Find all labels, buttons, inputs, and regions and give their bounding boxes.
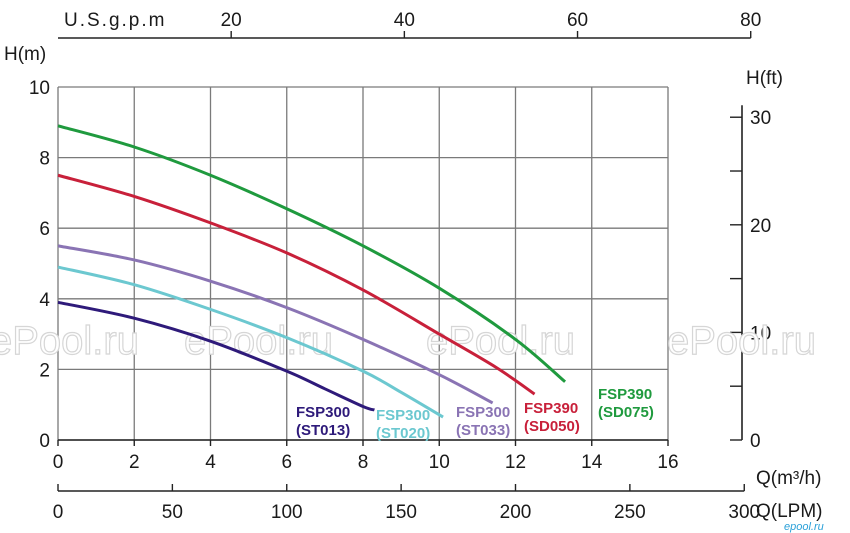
series-label-line: FSP300 [296, 404, 350, 421]
x-tick-label: 0 [53, 452, 64, 473]
gpm-tick-label: 80 [740, 10, 761, 31]
watermark-text: ePool.ru [0, 319, 139, 363]
lpm-tick-label: 100 [271, 502, 303, 523]
x-axis-label: Q(m³/h) [756, 468, 821, 489]
watermark-text: ePool.ru [667, 319, 816, 363]
ft-tick-label: 0 [750, 431, 761, 452]
series-label-line: FSP390 [524, 400, 578, 417]
y-axis-label: H(m) [4, 44, 46, 65]
series-label-line: (ST020) [376, 425, 430, 442]
ft-tick-label: 30 [750, 108, 771, 129]
lpm-tick-label: 250 [614, 502, 646, 523]
ft-tick-label: 20 [750, 216, 771, 237]
series-label-5: FSP390 (SD075) [598, 386, 654, 421]
series-label-1: FSP300 (ST013) [296, 404, 350, 439]
series-line-3 [57, 244, 494, 405]
x-tick-label: 12 [505, 452, 526, 473]
series-label-3: FSP300 (ST033) [456, 404, 510, 439]
x-tick-label: 10 [429, 452, 450, 473]
series-lines [57, 124, 567, 419]
series-line-1 [57, 300, 375, 412]
x-tick-label: 8 [358, 452, 369, 473]
y-tick-label: 4 [39, 290, 50, 311]
x-tick-label: 2 [129, 452, 140, 473]
series-label-line: FSP390 [598, 386, 652, 403]
series-line-5 [57, 124, 567, 383]
series-label-line: (SD075) [598, 404, 654, 421]
lpm-tick-label: 50 [162, 502, 183, 523]
lpm-tick-label: 300 [728, 502, 760, 523]
ft-tick-label: 10 [750, 323, 771, 344]
series-line-2 [57, 265, 444, 419]
gpm-tick-label: 60 [567, 10, 588, 31]
top-axis-label: U.S.g.p.m [64, 10, 166, 31]
right-axis-label: H(ft) [746, 68, 783, 89]
series-label-line: (SD050) [524, 418, 580, 435]
series-line-4 [57, 173, 536, 396]
x-tick-label: 14 [581, 452, 603, 473]
y-tick-label: 0 [39, 431, 50, 452]
gpm-tick-label: 20 [221, 10, 242, 31]
x-tick-label: 16 [657, 452, 678, 473]
lpm-tick-label: 200 [500, 502, 532, 523]
series-label-line: FSP300 [376, 407, 430, 424]
watermarks: ePool.ru ePool.ru ePool.ru ePool.ru [0, 318, 817, 363]
y-tick-label: 8 [39, 149, 50, 170]
lpm-tick-label: 150 [385, 502, 417, 523]
lpm-axis-label: Q(LPM) [756, 501, 823, 522]
x-tick-label: 4 [205, 452, 216, 473]
lpm-tick-label: 0 [53, 502, 64, 523]
logo: epool.ru [784, 521, 824, 533]
gpm-tick-label: 40 [394, 10, 415, 31]
series-label-line: FSP300 [456, 404, 510, 421]
series-labels: FSP300 (ST013)FSP300 (ST020)FSP300 (ST033)F… [296, 386, 654, 442]
x-tick-label: 6 [281, 452, 292, 473]
series-label-2: FSP300 (ST020) [376, 407, 430, 442]
y-tick-label: 2 [39, 360, 50, 381]
y-tick-label: 10 [29, 78, 50, 99]
series-label-line: (ST013) [296, 422, 350, 439]
series-label-4: FSP390 (SD050) [524, 400, 580, 435]
y-tick-label: 6 [39, 219, 50, 240]
series-label-line: (ST033) [456, 422, 510, 439]
